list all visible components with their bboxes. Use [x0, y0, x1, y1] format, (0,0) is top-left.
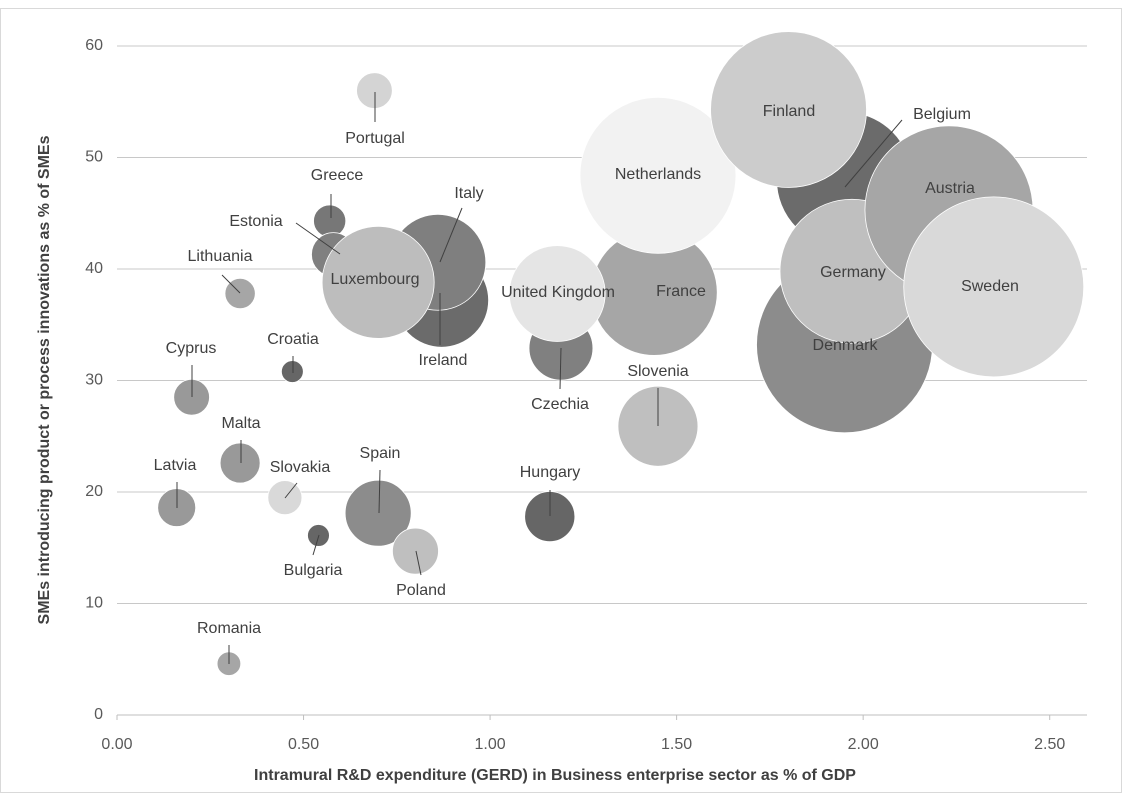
- point-label: Cyprus: [166, 340, 217, 357]
- leader-line: [312, 534, 320, 556]
- y-tick-label: 40: [85, 260, 103, 277]
- point-label: Greece: [311, 167, 364, 184]
- point-label: United Kingdom: [501, 284, 615, 301]
- bubble: [321, 225, 435, 339]
- x-tick-label: 0.50: [288, 736, 319, 753]
- point-label: Finland: [763, 103, 815, 120]
- y-axis-label: SMEs introducing product or process inno…: [36, 135, 53, 624]
- point-label: Malta: [221, 415, 260, 432]
- point-label: Croatia: [267, 331, 319, 348]
- leader-line: [559, 347, 562, 390]
- x-tick-label: 0.00: [101, 736, 132, 753]
- bubble: [579, 96, 737, 254]
- y-tick-label: 30: [85, 372, 103, 389]
- x-tick-label: 1.00: [475, 736, 506, 753]
- point-label: Sweden: [961, 278, 1019, 295]
- point-label: Austria: [925, 180, 975, 197]
- x-axis-label: Intramural R&D expenditure (GERD) in Bus…: [254, 767, 856, 784]
- bubble: [280, 360, 304, 383]
- point-label: Latvia: [154, 457, 197, 474]
- y-tick-label: 10: [85, 595, 103, 612]
- point-label: Poland: [396, 582, 446, 599]
- bubble: [617, 385, 699, 467]
- point-label: Ireland: [419, 352, 468, 369]
- point-label: Slovenia: [627, 363, 688, 380]
- x-tick-label: 2.00: [848, 736, 879, 753]
- y-tick-label: 60: [85, 37, 103, 54]
- chart-border: [0, 8, 1122, 793]
- leader-line: [378, 469, 381, 514]
- bubble: [313, 204, 347, 238]
- point-label: Luxembourg: [331, 271, 420, 288]
- point-label: Estonia: [229, 213, 282, 230]
- bubble: [344, 479, 412, 547]
- leader-line: [415, 550, 422, 576]
- point-label: Czechia: [531, 396, 589, 413]
- y-tick-label: 50: [85, 149, 103, 166]
- point-label: Bulgaria: [284, 562, 343, 579]
- point-label: Germany: [820, 264, 886, 281]
- y-tick-label: 0: [94, 706, 103, 723]
- point-label: France: [656, 283, 706, 300]
- leader-line: [284, 482, 298, 499]
- point-label: Netherlands: [615, 166, 701, 183]
- x-tick-label: 2.50: [1034, 736, 1065, 753]
- x-tick-label: 1.50: [661, 736, 692, 753]
- bubble: [356, 72, 393, 109]
- point-label: Italy: [454, 185, 483, 202]
- point-label: Belgium: [913, 106, 971, 123]
- bubble: [392, 527, 439, 575]
- y-tick-label: 20: [85, 483, 103, 500]
- point-label: Spain: [360, 445, 401, 462]
- point-label: Slovakia: [270, 459, 331, 476]
- bubble: [508, 245, 606, 342]
- point-label: Lithuania: [188, 248, 253, 265]
- point-label: Portugal: [345, 130, 405, 147]
- point-label: Denmark: [813, 337, 879, 354]
- point-label: Romania: [197, 620, 261, 637]
- leader-line: [844, 119, 903, 188]
- bubble: [903, 196, 1085, 378]
- leader-line: [439, 207, 463, 263]
- leader-line: [221, 274, 241, 294]
- point-label: Hungary: [520, 464, 580, 481]
- bubble: [710, 31, 867, 188]
- leader-line: [295, 222, 341, 255]
- bubble: [219, 442, 261, 484]
